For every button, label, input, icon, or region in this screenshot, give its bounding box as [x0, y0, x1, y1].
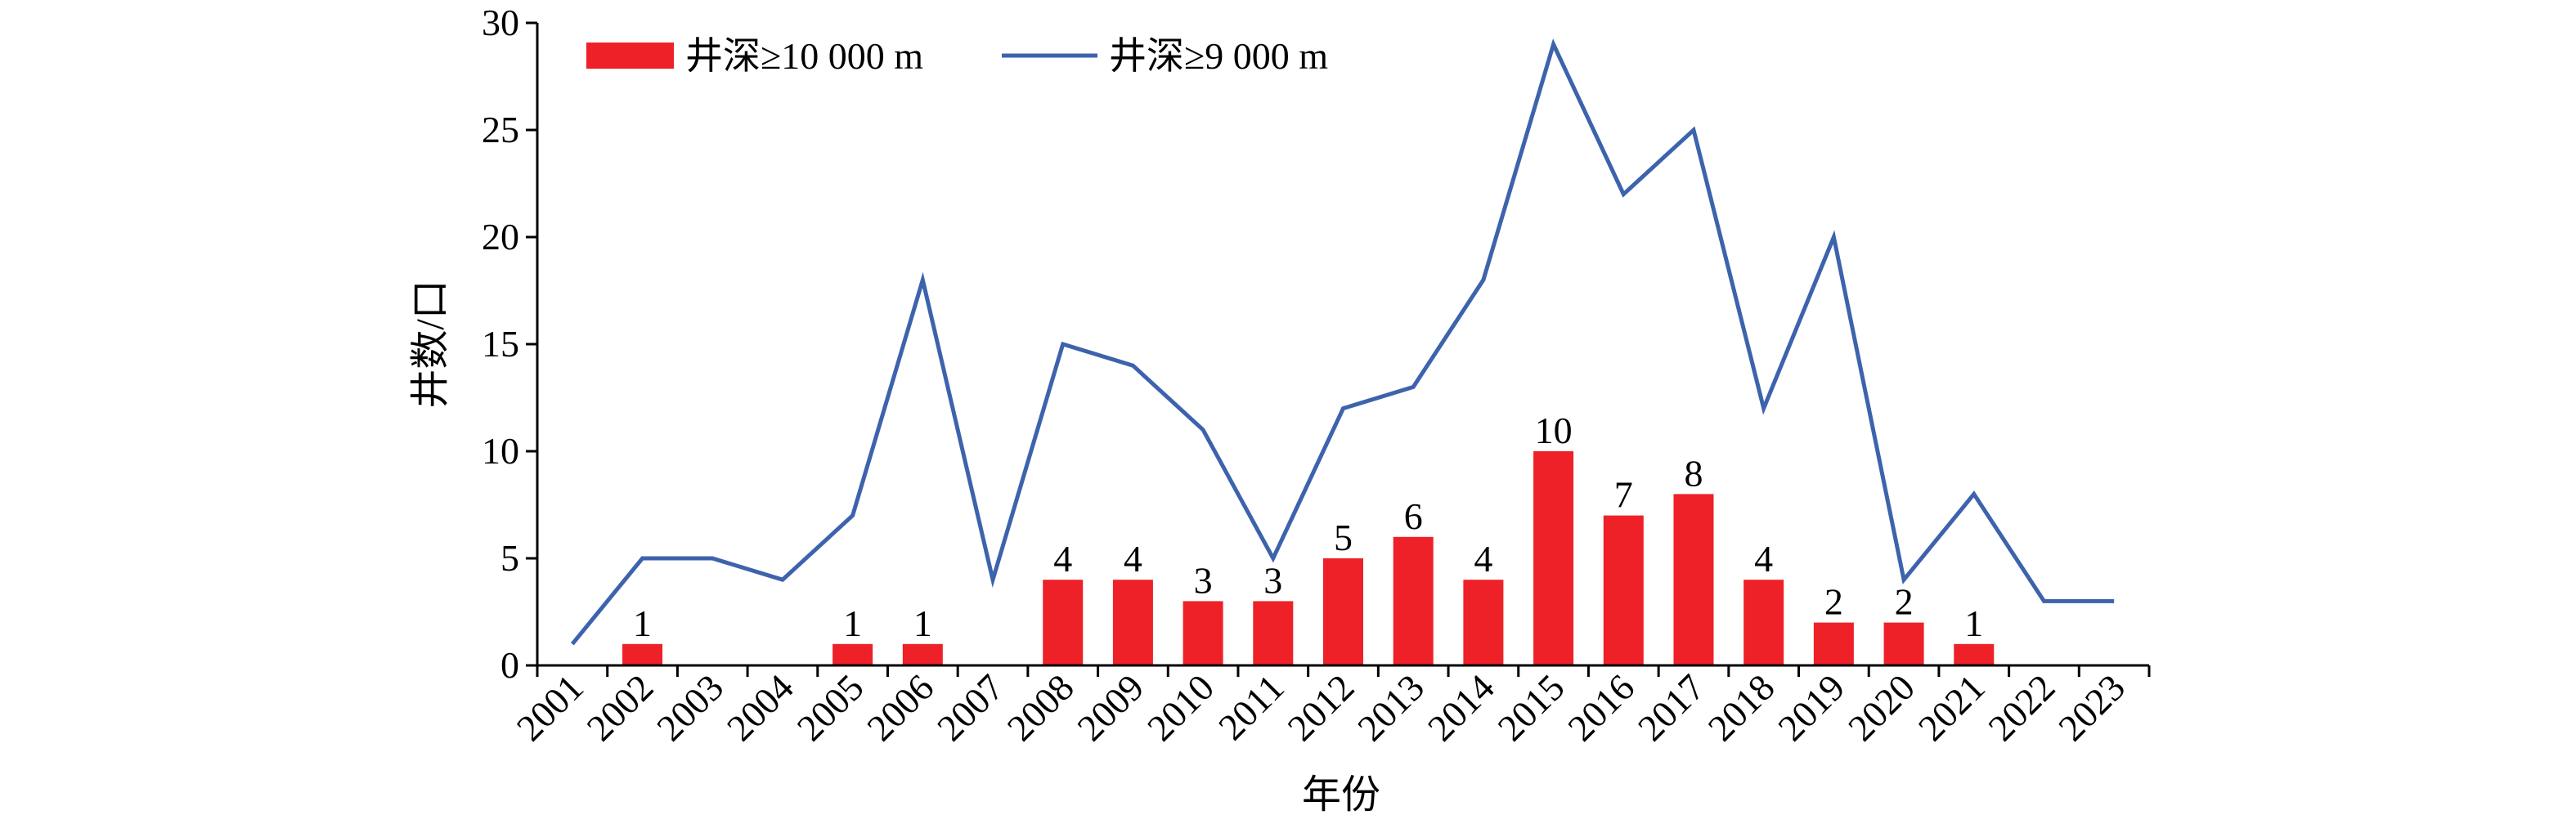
x-tick-label-2008: 2008 [999, 666, 1082, 749]
bar-value-label-2012: 5 [1334, 517, 1353, 558]
x-tick-label-2014: 2014 [1420, 666, 1502, 749]
y-tick-label-20: 20 [482, 216, 519, 258]
bar-value-label-2016: 7 [1614, 474, 1633, 516]
bar-value-label-2018: 4 [1754, 538, 1773, 580]
x-tick-label-2018: 2018 [1700, 666, 1783, 749]
bar-value-label-2008: 4 [1053, 538, 1072, 580]
y-tick-label-30: 30 [482, 2, 519, 43]
bar-value-label-2005: 1 [843, 602, 862, 644]
bar-value-label-2009: 4 [1124, 538, 1142, 580]
bar-value-label-2019: 2 [1824, 581, 1843, 623]
bar-2018 [1744, 580, 1784, 665]
x-tick-label-2012: 2012 [1279, 666, 1362, 749]
y-tick-label-10: 10 [482, 430, 519, 472]
bar-value-label-2017: 8 [1684, 452, 1703, 494]
x-tick-label-2022: 2022 [1980, 666, 2062, 749]
bar-value-label-2021: 1 [1964, 602, 1983, 644]
x-tick-label-2017: 2017 [1630, 666, 1712, 749]
legend-item-bar-series: 井深≥10 000 m [586, 35, 923, 77]
x-tick-label-2002: 2002 [578, 666, 661, 749]
x-tick-label-2001: 2001 [509, 666, 591, 749]
x-tick-label-2009: 2009 [1069, 666, 1151, 749]
bar-2014 [1463, 580, 1504, 665]
x-axis-title: 年份 [1302, 773, 1380, 817]
bar-value-label-2020: 2 [1895, 581, 1914, 623]
bar-value-label-2013: 6 [1404, 495, 1423, 537]
x-tick-label-2016: 2016 [1560, 666, 1642, 749]
bar-2010 [1183, 601, 1223, 665]
bar-2002 [622, 643, 663, 665]
bar-2017 [1673, 494, 1714, 665]
bar-2005 [832, 643, 873, 665]
bar-2011 [1253, 601, 1294, 665]
x-tick-label-2011: 2011 [1210, 666, 1292, 748]
bar-2012 [1323, 558, 1363, 665]
x-tick-label-2005: 2005 [789, 666, 872, 749]
bar-2021 [1954, 643, 1995, 665]
data-labels-layer: 1 1 1 4 4 3 3 5 6 4 10 7 8 4 2 2 1 [633, 410, 1983, 644]
bar-2019 [1813, 622, 1854, 665]
bar-value-label-2015: 10 [1535, 410, 1573, 451]
bar-2020 [1883, 622, 1924, 665]
y-tick-label-0: 0 [500, 644, 519, 686]
bar-value-label-2006: 1 [913, 602, 932, 644]
x-tick-label-2003: 2003 [648, 666, 731, 749]
legend-label-bar-series: 井深≥10 000 m [685, 35, 923, 77]
bar-2008 [1043, 580, 1084, 665]
legend-swatch-bar [586, 43, 674, 69]
x-tick-label-2007: 2007 [929, 666, 1012, 749]
x-tick-label-2019: 2019 [1770, 666, 1852, 749]
x-tick-label-2010: 2010 [1139, 666, 1222, 749]
x-tick-label-2006: 2006 [859, 666, 941, 749]
y-tick-label-5: 5 [500, 537, 519, 579]
bar-2009 [1112, 580, 1153, 665]
line-layer [570, 38, 2115, 646]
series-line-9000m [570, 38, 2115, 646]
y-axis-title: 井数/口 [409, 280, 452, 408]
bar-value-label-2010: 3 [1194, 559, 1213, 601]
bar-value-label-2014: 4 [1474, 538, 1492, 580]
bar-2015 [1533, 451, 1574, 665]
bar-value-label-2002: 1 [633, 602, 652, 644]
legend-item-line-series: 井深≥9 000 m [1002, 35, 1328, 77]
x-tick-label-2021: 2021 [1910, 666, 1993, 749]
legend-label-line-series: 井深≥9 000 m [1109, 35, 1328, 77]
legend: 井深≥10 000 m 井深≥9 000 m [586, 35, 1328, 77]
bar-2013 [1393, 536, 1434, 665]
x-tick-label-2013: 2013 [1349, 666, 1432, 749]
x-tick-label-2015: 2015 [1490, 666, 1573, 749]
bar-value-label-2011: 3 [1263, 559, 1282, 601]
y-tick-label-25: 25 [482, 109, 519, 150]
y-tick-label-15: 15 [482, 323, 519, 365]
x-tick-label-2023: 2023 [2050, 666, 2133, 749]
x-tick-label-2020: 2020 [1840, 666, 1923, 749]
bars-layer [622, 451, 1995, 665]
x-tick-label-2004: 2004 [719, 666, 801, 749]
bar-2016 [1603, 515, 1644, 665]
bar-2006 [902, 643, 943, 665]
